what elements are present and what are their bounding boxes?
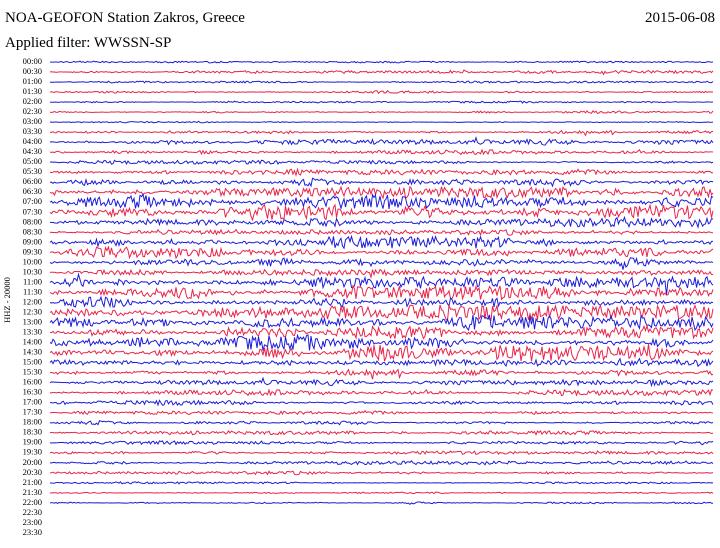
row-time-label: 04:00 bbox=[23, 136, 42, 146]
trace bbox=[49, 460, 714, 466]
trace bbox=[49, 357, 714, 368]
subtitle: Applied filter: WWSSN-SP bbox=[5, 35, 171, 51]
row-time-label: 00:30 bbox=[23, 66, 42, 76]
trace bbox=[49, 344, 714, 362]
row-time-label: 21:30 bbox=[23, 487, 42, 497]
row-time-label: 22:00 bbox=[23, 497, 42, 507]
row-time-label: 15:00 bbox=[23, 357, 42, 367]
trace bbox=[49, 420, 714, 426]
trace bbox=[49, 110, 714, 115]
trace bbox=[49, 60, 714, 64]
row-time-label: 00:00 bbox=[23, 56, 42, 66]
trace bbox=[49, 376, 714, 388]
row-time-label: 12:00 bbox=[23, 296, 42, 306]
trace bbox=[49, 193, 714, 211]
trace bbox=[49, 129, 714, 137]
trace bbox=[49, 272, 714, 295]
row-time-label: 23:00 bbox=[23, 517, 42, 527]
row-time-label: 14:00 bbox=[23, 337, 42, 347]
trace bbox=[49, 388, 714, 397]
row-time-label: 07:00 bbox=[23, 196, 42, 206]
trace bbox=[49, 148, 714, 156]
row-time-label: 22:30 bbox=[23, 507, 42, 517]
trace bbox=[49, 100, 714, 104]
row-time-label: 09:00 bbox=[23, 236, 42, 246]
trace bbox=[49, 430, 714, 436]
trace bbox=[49, 234, 714, 250]
row-time-label: 17:30 bbox=[23, 407, 42, 417]
row-time-label: 06:30 bbox=[23, 186, 42, 196]
trace bbox=[49, 440, 714, 446]
row-time-label: 04:30 bbox=[23, 146, 42, 156]
trace bbox=[49, 159, 714, 165]
row-time-label: 01:30 bbox=[23, 86, 42, 96]
trace bbox=[49, 399, 714, 407]
trace bbox=[49, 491, 714, 495]
row-time-label: 11:30 bbox=[23, 286, 42, 296]
trace bbox=[49, 89, 714, 95]
row-time-label: 11:00 bbox=[23, 276, 42, 286]
row-time-label: 13:30 bbox=[23, 326, 42, 336]
trace bbox=[49, 136, 714, 146]
row-time-label: 07:30 bbox=[23, 206, 42, 216]
trace bbox=[49, 185, 714, 200]
trace bbox=[49, 228, 714, 237]
date: 2015-06-08 bbox=[645, 10, 715, 26]
row-time-label: 20:30 bbox=[23, 467, 42, 477]
row-time-label: 03:30 bbox=[23, 126, 42, 136]
trace bbox=[49, 203, 714, 222]
y-label: HHZ - 20000 bbox=[2, 277, 12, 323]
row-time-label: 08:30 bbox=[23, 226, 42, 236]
trace bbox=[49, 215, 714, 229]
row-time-label: 08:00 bbox=[23, 216, 42, 226]
row-time-label: 01:00 bbox=[23, 76, 42, 86]
row-time-label: 18:30 bbox=[23, 427, 42, 437]
row-time-label: 09:30 bbox=[23, 246, 42, 256]
row-time-label: 05:30 bbox=[23, 166, 42, 176]
trace bbox=[49, 324, 714, 340]
row-time-label: 23:30 bbox=[23, 527, 42, 537]
row-time-label: 13:00 bbox=[23, 316, 42, 326]
title: NOA-GEOFON Station Zakros, Greece bbox=[5, 10, 245, 26]
trace bbox=[49, 501, 714, 506]
row-time-label: 14:30 bbox=[23, 347, 42, 357]
row-time-label: 17:00 bbox=[23, 397, 42, 407]
row-time-label: 18:00 bbox=[23, 417, 42, 427]
trace bbox=[49, 470, 714, 476]
trace bbox=[49, 284, 714, 301]
row-time-label: 05:00 bbox=[23, 156, 42, 166]
trace bbox=[49, 245, 714, 260]
row-time-label: 12:30 bbox=[23, 306, 42, 316]
row-time-label: 19:30 bbox=[23, 447, 42, 457]
trace bbox=[49, 167, 714, 177]
row-time-label: 16:30 bbox=[23, 387, 42, 397]
row-time-label: 03:00 bbox=[23, 116, 42, 126]
row-time-label: 15:30 bbox=[23, 367, 42, 377]
trace bbox=[49, 450, 714, 456]
row-time-label: 02:30 bbox=[23, 106, 42, 116]
row-time-label: 02:00 bbox=[23, 96, 42, 106]
trace bbox=[49, 333, 714, 351]
row-time-label: 10:00 bbox=[23, 256, 42, 266]
row-time-label: 19:00 bbox=[23, 437, 42, 447]
row-time-label: 20:00 bbox=[23, 457, 42, 467]
trace bbox=[49, 80, 714, 84]
trace bbox=[49, 120, 714, 124]
trace bbox=[49, 481, 714, 485]
trace bbox=[49, 69, 714, 76]
row-time-label: 16:00 bbox=[23, 377, 42, 387]
trace bbox=[49, 304, 714, 322]
trace bbox=[49, 268, 714, 280]
trace bbox=[49, 314, 714, 332]
row-time-label: 10:30 bbox=[23, 266, 42, 276]
row-time-label: 21:00 bbox=[23, 477, 42, 487]
trace bbox=[49, 256, 714, 270]
trace bbox=[49, 368, 714, 380]
row-time-label: 06:00 bbox=[23, 176, 42, 186]
trace bbox=[49, 177, 714, 188]
trace bbox=[49, 295, 714, 309]
trace bbox=[49, 409, 714, 416]
